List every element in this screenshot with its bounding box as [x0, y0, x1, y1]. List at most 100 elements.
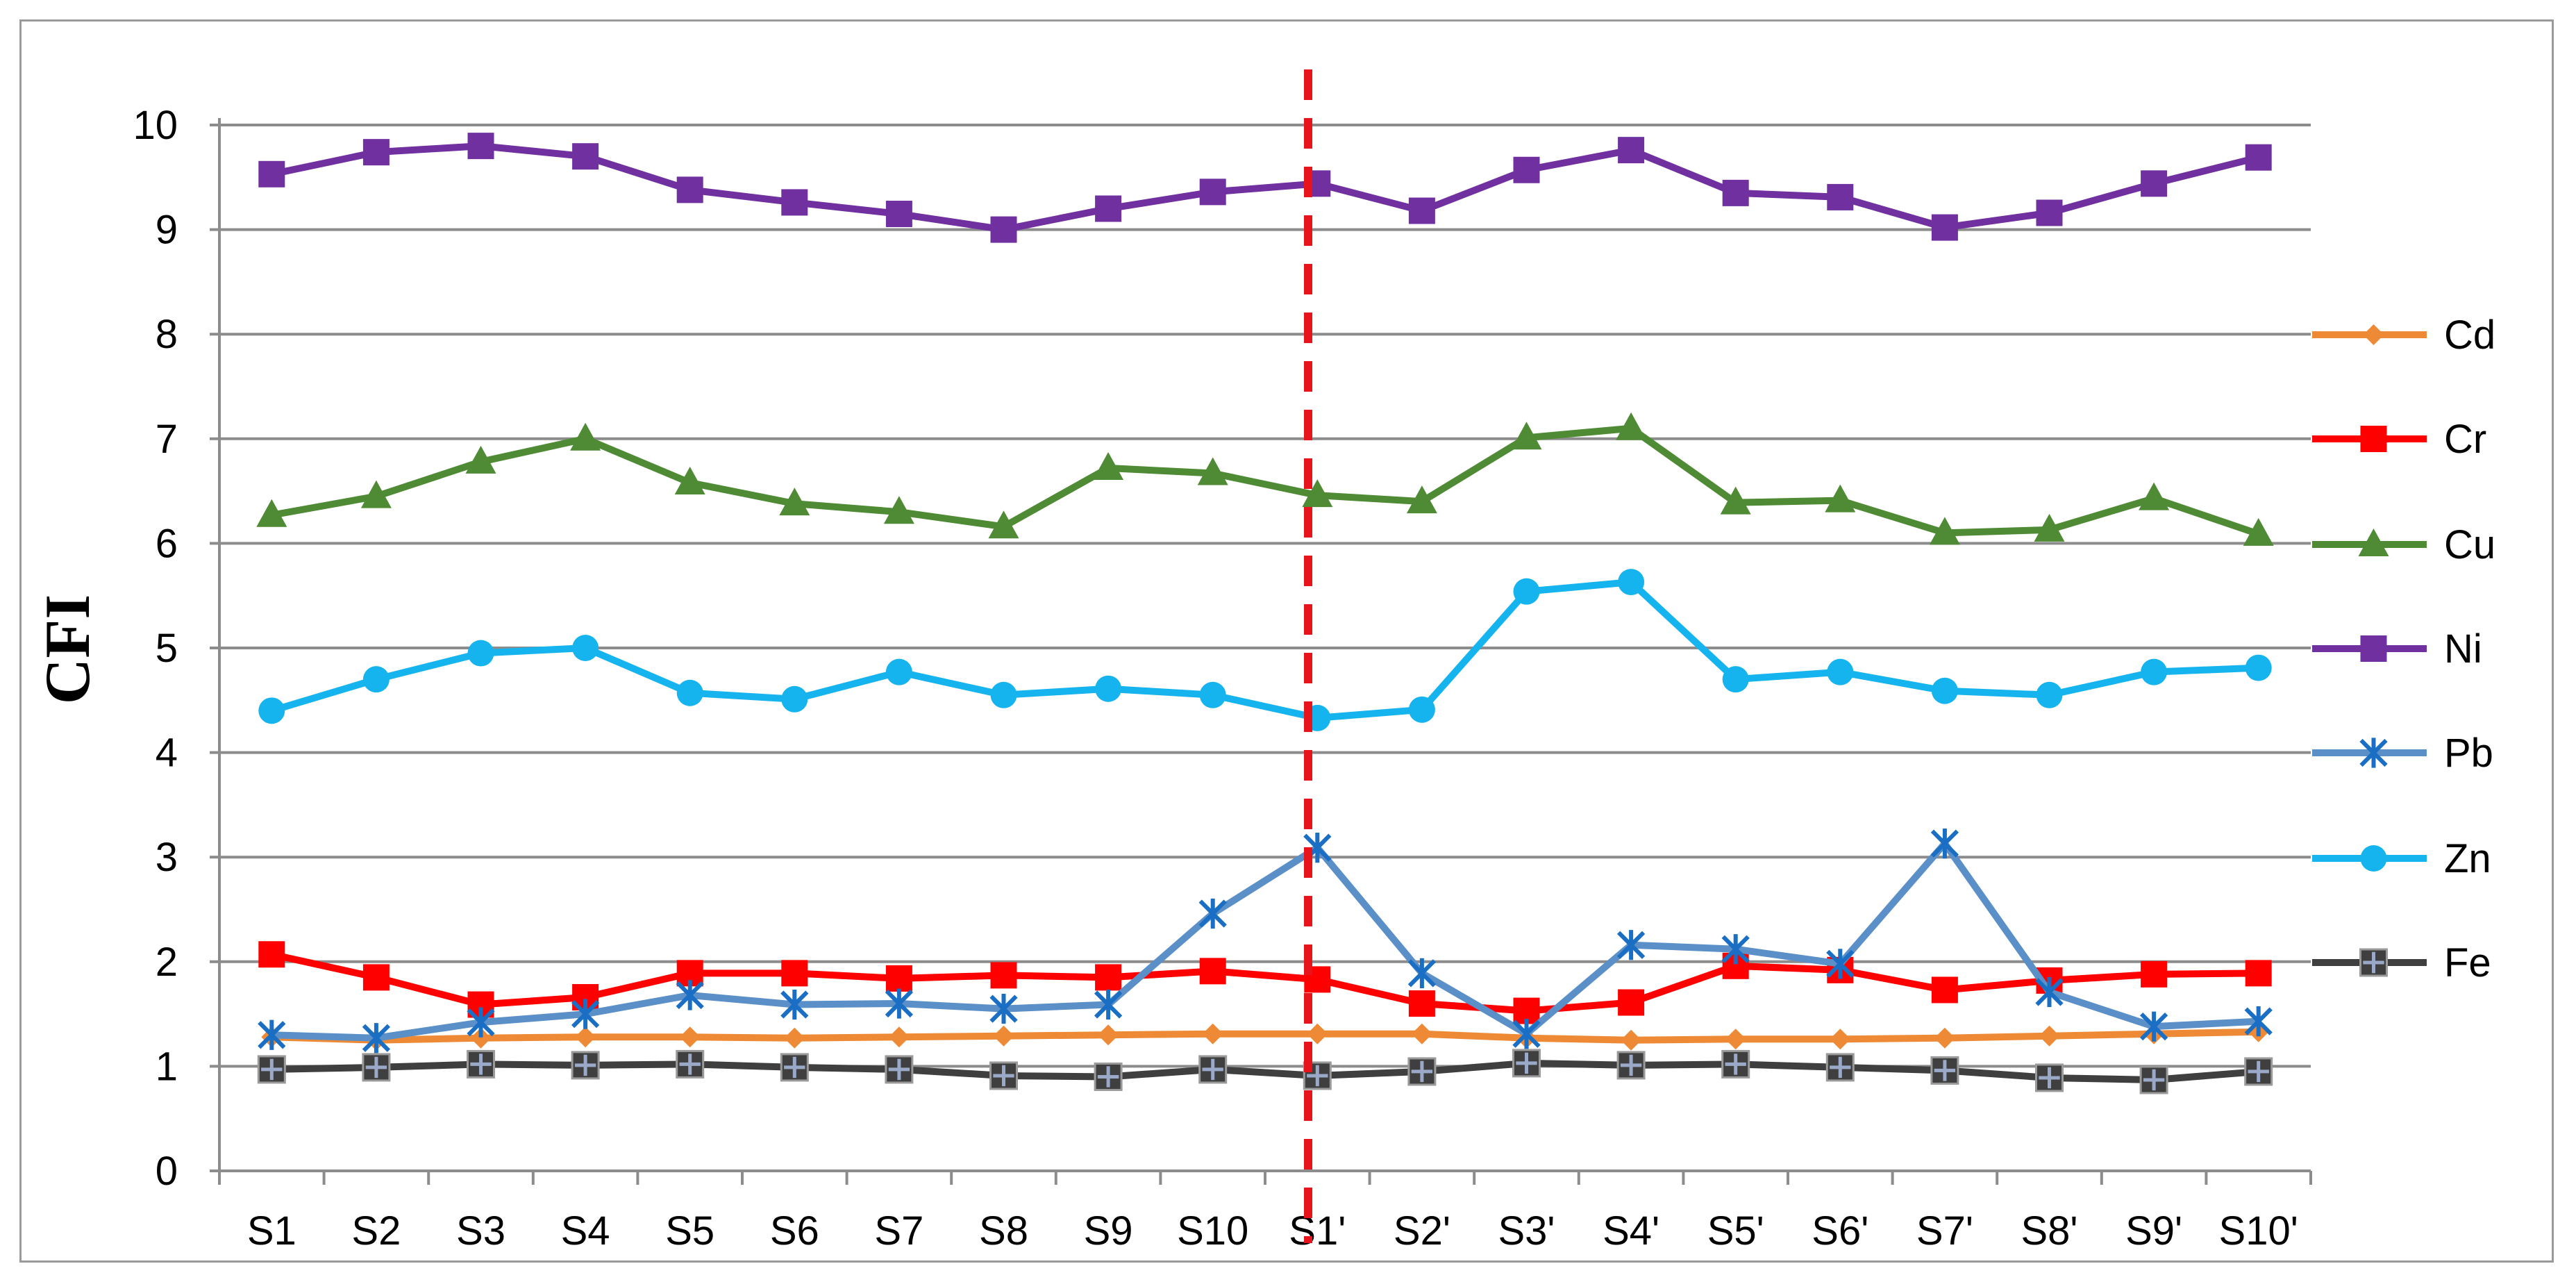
series-layer — [256, 69, 2274, 1243]
point-Fe-S5-cross — [679, 1054, 701, 1075]
point-Ni-S8 — [990, 216, 1017, 243]
legend-marker-Cu — [2358, 528, 2389, 556]
point-Zn-S9' — [2141, 658, 2168, 685]
point-Ni-S4 — [572, 143, 599, 170]
legend-item-Ni: Ni — [2312, 626, 2482, 672]
point-Cr-S7' — [1931, 976, 1958, 1004]
point-Cr-S4' — [1618, 989, 1645, 1016]
y-tick-label-5: 5 — [156, 626, 178, 671]
point-Zn-S2' — [1408, 696, 1435, 723]
point-Zn-S8 — [990, 681, 1017, 708]
point-Pb-S6 — [780, 989, 809, 1020]
point-Fe-S10 — [1198, 1055, 1228, 1084]
point-Cr-S10 — [1199, 958, 1226, 985]
point-Pb-S4 — [571, 999, 600, 1029]
point-Ni-S2' — [1408, 197, 1435, 224]
point-Cu-S9' — [2139, 482, 2170, 510]
point-Fe-S1-cross — [261, 1058, 283, 1081]
point-Fe-S9-cross — [1097, 1066, 1119, 1088]
chart-frame — [19, 19, 2554, 1263]
point-Cd-S6' — [1830, 1029, 1851, 1050]
x-tick-label-S4: S4 — [561, 1208, 610, 1254]
series-line-Fe — [271, 1059, 2259, 1083]
point-Ni-S9 — [1095, 195, 1122, 222]
point-Zn-S1 — [258, 697, 285, 724]
x-tick-label-S9': S9' — [2125, 1208, 2182, 1254]
point-Pb-S3' — [1512, 1019, 1541, 1049]
series-line-Cd — [271, 1028, 2259, 1044]
legend-label-Cr: Cr — [2444, 417, 2486, 462]
point-Fe-S10' — [2244, 1057, 2273, 1086]
y-tick-label-8: 8 — [156, 312, 178, 357]
point-Pb-S6' — [1826, 949, 1855, 979]
x-tick-label-S5': S5' — [1707, 1208, 1764, 1254]
x-tick-label-S1': S1' — [1289, 1208, 1346, 1254]
axis-layer: 0 1 2 3 4 5 6 7 8 9 10 S1 S2 S3 S4 S5 S6 S7 S8 S9 S10 S1' S2' S… — [133, 103, 2312, 1254]
series-Cu — [256, 412, 2274, 546]
point-Cr-S9 — [1095, 964, 1122, 991]
point-Ni-S3 — [467, 133, 494, 160]
point-Zn-S3' — [1513, 578, 1540, 605]
point-Cu-S10 — [1197, 457, 1228, 485]
point-Cd-S4 — [575, 1026, 596, 1048]
point-Cu-S2' — [1406, 485, 1437, 514]
legend-item-Zn: Zn — [2312, 836, 2491, 881]
legend-marker-Cr — [2360, 426, 2387, 452]
point-Cu-S6 — [779, 488, 810, 516]
legend-marker-Zn — [2360, 845, 2387, 872]
point-Fe-S3-cross — [470, 1054, 492, 1075]
point-Pb-S5' — [1721, 934, 1750, 965]
point-Cd-S8' — [2039, 1025, 2060, 1047]
point-Fe-S4'-cross — [1620, 1054, 1642, 1076]
point-Cu-S6' — [1825, 484, 1856, 513]
point-Fe-S8' — [2035, 1063, 2064, 1092]
point-Fe-S8 — [989, 1061, 1018, 1090]
legend-item-Pb: Pb — [2312, 731, 2493, 776]
series-Zn — [258, 569, 2272, 731]
point-Fe-S9 — [1094, 1062, 1123, 1091]
legend-marker-Pb — [2359, 738, 2388, 768]
point-Pb-S10 — [1198, 898, 1227, 929]
point-Pb-S2' — [1407, 958, 1437, 988]
point-Fe-S5' — [1721, 1049, 1750, 1079]
series-line-Ni — [271, 142, 2259, 233]
point-Fe-S9'-cross — [2143, 1069, 2165, 1091]
point-Zn-S3 — [467, 640, 494, 667]
point-Cu-S1 — [256, 499, 287, 527]
point-Cr-S9' — [2141, 960, 2168, 988]
point-Fe-S8'-cross — [2039, 1067, 2060, 1089]
point-Cu-S4' — [1616, 412, 1647, 440]
point-Fe-S3 — [467, 1049, 495, 1079]
point-Cr-S7 — [885, 965, 912, 992]
point-Ni-S7' — [1931, 214, 1958, 241]
legend-item-Fe: Fe — [2312, 940, 2491, 985]
point-Ni-S10' — [2245, 144, 2272, 171]
point-Pb-S4' — [1616, 930, 1646, 960]
point-Fe-S7-cross — [888, 1058, 910, 1081]
x-tick-label-S3: S3 — [456, 1208, 505, 1254]
point-Cd-S5' — [1725, 1029, 1746, 1050]
point-Pb-S10' — [2244, 1006, 2273, 1037]
x-tick-label-S1: S1 — [247, 1208, 296, 1254]
point-Pb-S5 — [676, 980, 704, 1010]
x-tick-label-S7: S7 — [874, 1208, 923, 1254]
point-Zn-S4' — [1618, 569, 1645, 596]
point-Cd-S1' — [1307, 1023, 1328, 1044]
point-Fe-S6'-cross — [1830, 1056, 1851, 1079]
legend-marker-Ni — [2360, 635, 2387, 662]
legend-marker-Fe-cross — [2363, 951, 2384, 974]
point-Cd-S3 — [470, 1027, 492, 1049]
point-Pb-S1 — [258, 1019, 286, 1050]
point-Pb-S2 — [362, 1023, 391, 1054]
series-Cr — [258, 941, 2272, 1024]
point-Zn-S10' — [2245, 654, 2272, 681]
point-Fe-S2'-cross — [1411, 1060, 1433, 1083]
x-tick-label-S8': S8' — [2021, 1208, 2077, 1254]
point-Fe-S5 — [676, 1049, 705, 1079]
x-tick-label-S7': S7' — [1916, 1208, 1973, 1254]
point-Fe-S4-cross — [574, 1054, 596, 1076]
point-Cd-S8 — [993, 1025, 1014, 1047]
legend-item-Cu: Cu — [2312, 522, 2495, 567]
y-tick-label-4: 4 — [156, 731, 178, 776]
x-tick-label-S2: S2 — [351, 1208, 401, 1254]
